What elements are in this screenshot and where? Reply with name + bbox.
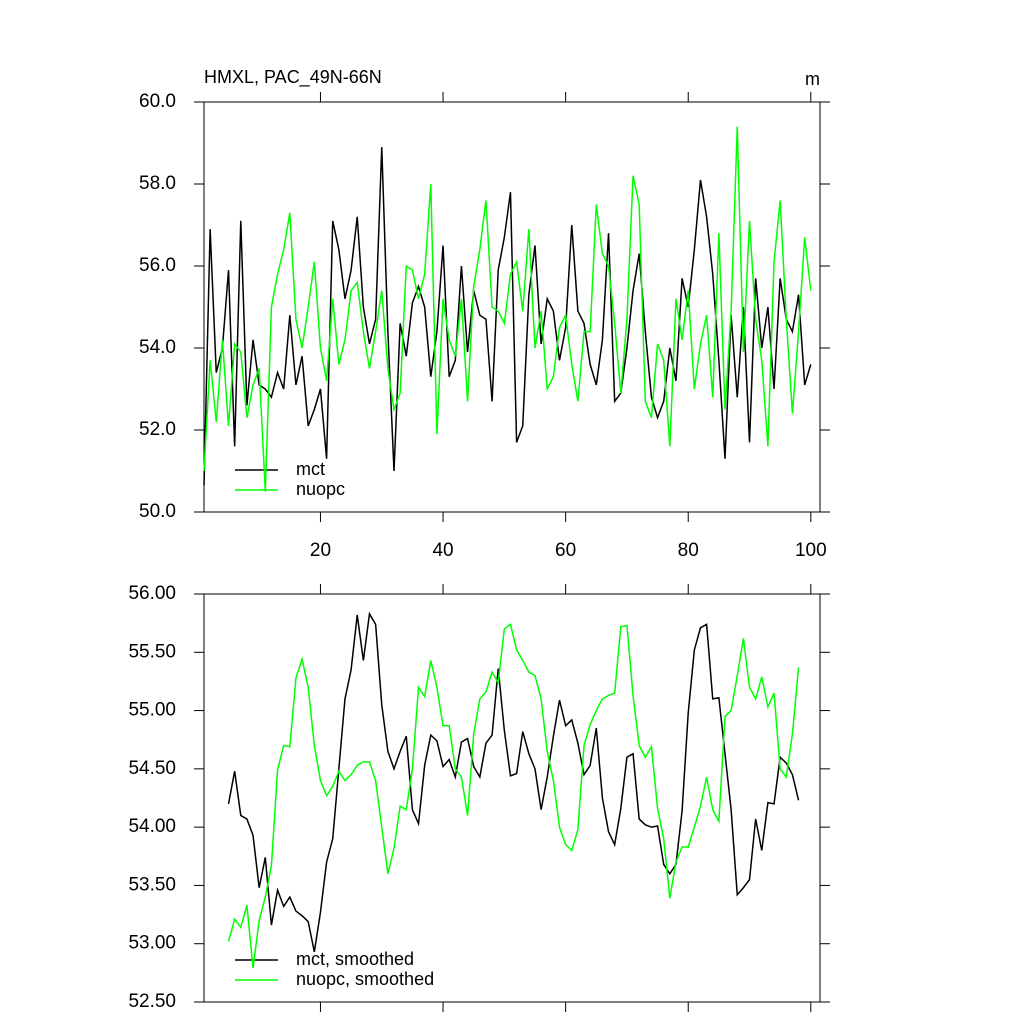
y-tick-label: 54.50 [128,758,176,779]
y-tick-label: 55.00 [128,700,176,721]
y-tick-label: 55.50 [128,641,176,662]
data-line [227,623,800,969]
x-tick-label: 20 [310,540,331,561]
data-line [203,126,812,492]
data-line [227,611,800,953]
y-tick-label: 58.0 [139,173,176,194]
legend-label: nuopc, smoothed [296,969,434,989]
y-tick-label: 54.00 [128,816,176,837]
plot-frame [203,101,821,513]
y-tick-label: 53.00 [128,933,176,954]
y-tick-label: 56.00 [128,583,176,604]
y-tick-label: 53.50 [128,874,176,895]
legend-label: nuopc [296,479,345,499]
y-tick-label: 56.0 [139,255,176,276]
y-tick-label: 50.0 [139,501,176,522]
chart-title: HMXL, PAC_49N-66N [204,67,382,88]
x-tick-label: 40 [432,540,453,561]
legend-label: mct, smoothed [296,949,414,969]
x-tick-label: 100 [795,540,827,561]
y-tick-label: 52.0 [139,419,176,440]
y-tick-label: 52.50 [128,991,176,1012]
x-tick-label: 60 [555,540,576,561]
units-label: m [805,69,820,89]
x-tick-label: 80 [678,540,699,561]
plot-frame [203,593,821,1003]
y-tick-label: 54.0 [139,337,176,358]
legend-label: mct [296,459,325,479]
y-tick-label: 60.0 [139,91,176,112]
data-line [203,147,812,486]
